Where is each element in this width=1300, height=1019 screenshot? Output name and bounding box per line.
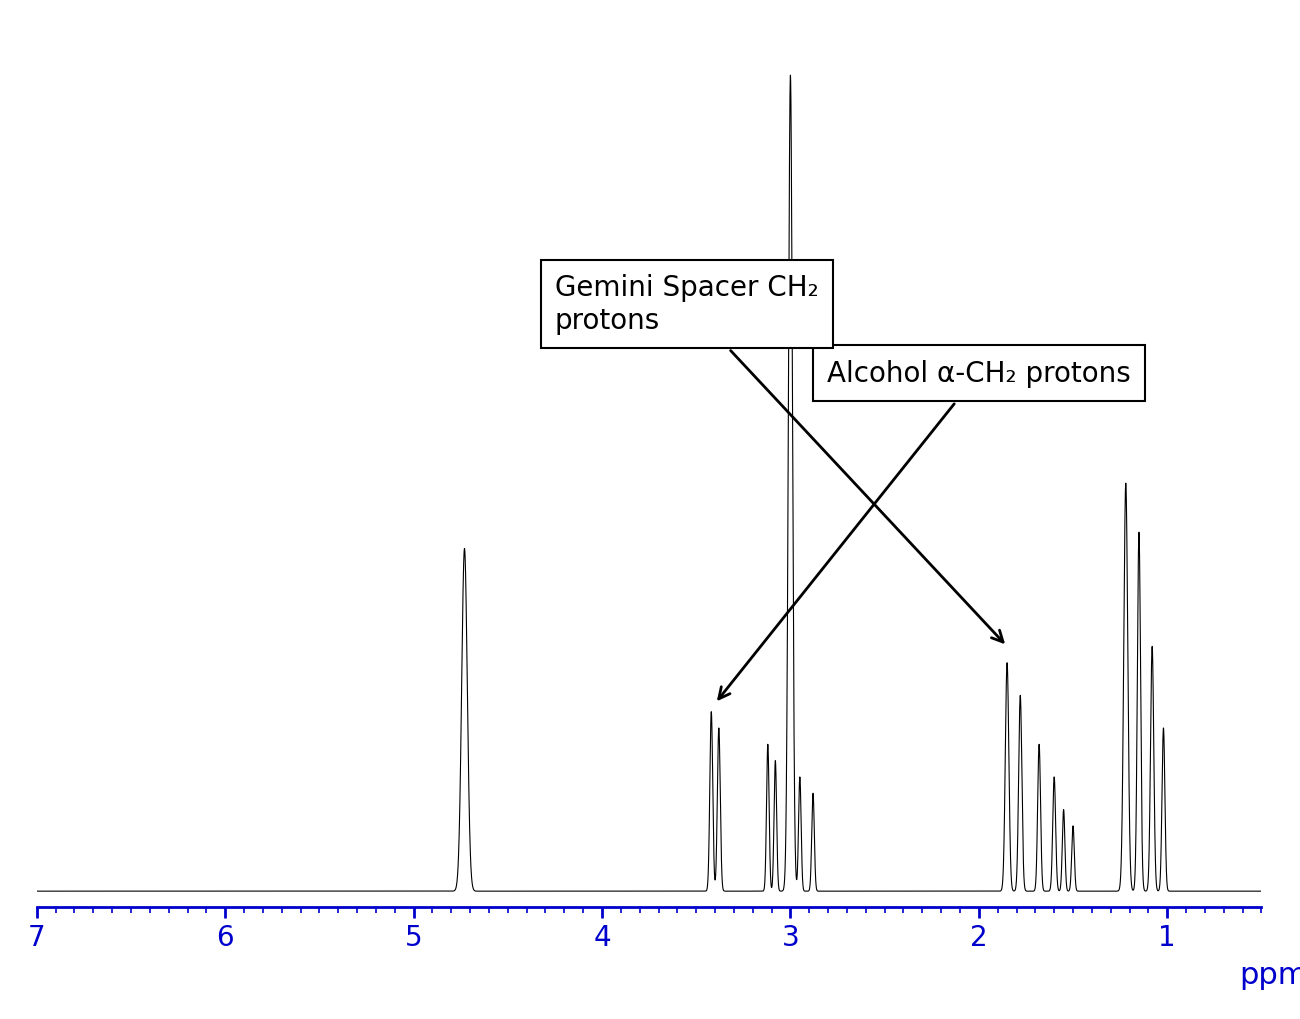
Text: Gemini Spacer CH₂
protons: Gemini Spacer CH₂ protons [555,274,1004,642]
X-axis label: ppm: ppm [1239,960,1300,988]
Text: Alcohol α-CH₂ protons: Alcohol α-CH₂ protons [719,360,1131,699]
